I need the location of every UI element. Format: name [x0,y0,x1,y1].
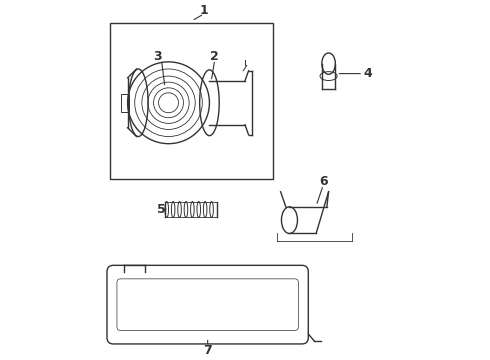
Bar [110,23,273,179]
Text: 4: 4 [364,67,372,80]
Text: 2: 2 [210,50,219,63]
Text: 7: 7 [203,344,212,357]
Text: 5: 5 [157,203,166,216]
Text: 3: 3 [153,50,162,63]
Text: 6: 6 [319,175,328,188]
Text: 1: 1 [200,4,208,17]
Bar [121,94,129,112]
